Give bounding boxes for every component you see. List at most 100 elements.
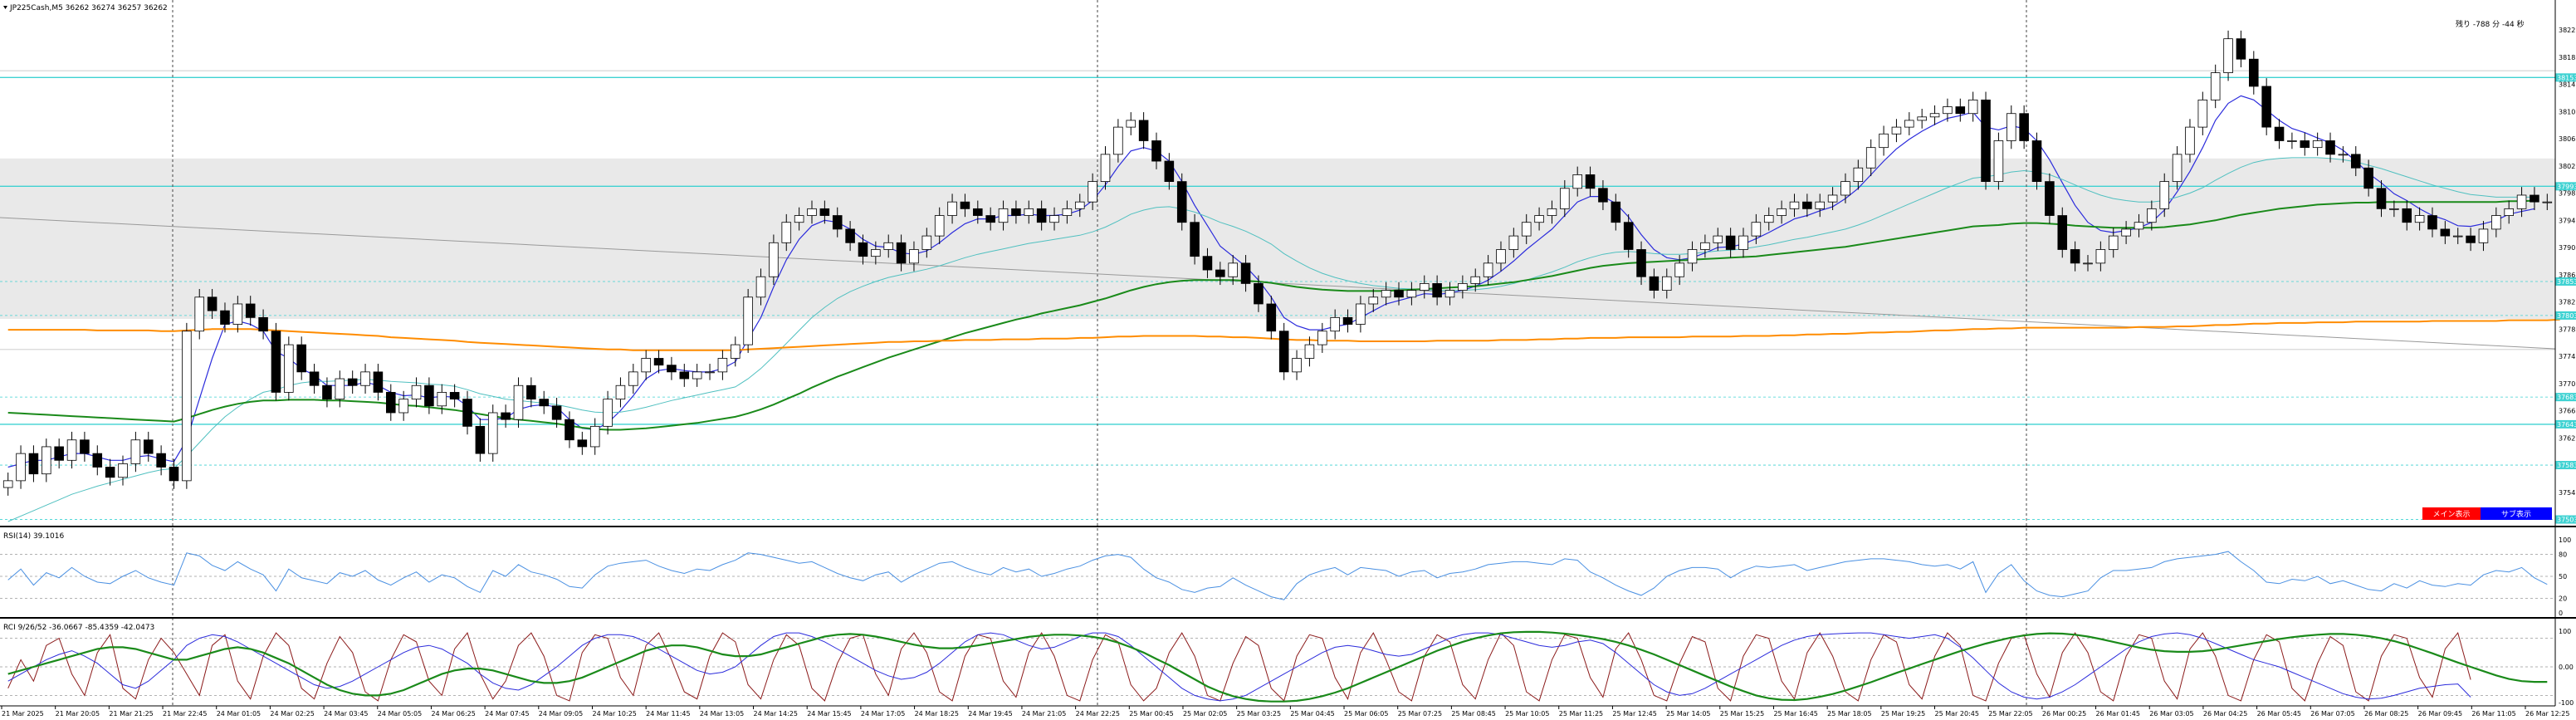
candle-body bbox=[424, 384, 434, 407]
collapse-triangle-icon[interactable] bbox=[3, 6, 7, 9]
time-tick-label: 24 Mar 19:45 bbox=[968, 710, 1012, 718]
symbol-info: JP225Cash,M5 36262 36274 36257 36262 bbox=[9, 4, 168, 12]
rci-panel[interactable]: 100 0.00 -100 RCI 9/26/52 -36.0667 -85.435… bbox=[0, 624, 2574, 707]
candle-body bbox=[526, 384, 536, 400]
time-tick-label: 25 Mar 14:05 bbox=[1666, 710, 1710, 718]
time-tick-label: 24 Mar 06:25 bbox=[431, 710, 475, 718]
level-tag bbox=[2555, 515, 2576, 524]
candle-body bbox=[398, 399, 408, 414]
rci-tick-label: 0.00 bbox=[2559, 664, 2574, 671]
candle-body bbox=[42, 446, 51, 475]
candle-body bbox=[487, 412, 498, 454]
candle-body bbox=[2414, 215, 2425, 223]
candle-body bbox=[653, 358, 664, 366]
candle-body bbox=[934, 215, 945, 237]
level-tag-label: 37643 bbox=[2557, 421, 2576, 429]
candle-body bbox=[2325, 140, 2335, 155]
candle-body bbox=[1304, 344, 1315, 359]
candle-body bbox=[2210, 72, 2221, 100]
time-tick-label: 24 Mar 05:05 bbox=[378, 710, 422, 718]
time-tick-label: 24 Mar 09:05 bbox=[539, 710, 583, 718]
candle-body bbox=[921, 235, 932, 250]
rsi-tick-label: 0 bbox=[2559, 610, 2563, 617]
candle-body bbox=[883, 242, 893, 250]
candle-body bbox=[1827, 194, 1838, 203]
candle-body bbox=[16, 453, 26, 482]
candles bbox=[2, 30, 2553, 496]
candle-body bbox=[1547, 208, 1557, 216]
candle-body bbox=[2147, 208, 2157, 223]
candle-body bbox=[1687, 249, 1698, 264]
candle-body bbox=[1394, 290, 1404, 298]
candle-body bbox=[692, 371, 702, 380]
candle-body bbox=[743, 296, 753, 345]
level-tag bbox=[2555, 461, 2576, 470]
candle-body bbox=[1943, 106, 1953, 115]
candle-body bbox=[1176, 181, 1187, 223]
candle-body bbox=[1802, 201, 1812, 209]
rsi-axis: 100 80 50 20 0 bbox=[2559, 536, 2571, 617]
candle-body bbox=[54, 446, 64, 461]
candle-body bbox=[2542, 201, 2553, 203]
candle-body bbox=[105, 467, 115, 478]
candle-body bbox=[1904, 120, 1914, 128]
candle-body bbox=[2006, 113, 2016, 141]
candle-body bbox=[1381, 290, 1391, 298]
level-tags: 38153 37993 37853 37803 37683 37643 37583 37503 bbox=[2555, 73, 2576, 524]
time-tick-label: 24 Mar 14:25 bbox=[754, 710, 798, 718]
candle-body bbox=[1674, 262, 1684, 277]
candle-body bbox=[2057, 215, 2068, 250]
candle-body bbox=[1254, 283, 1264, 305]
time-tick-label: 24 Mar 13:05 bbox=[700, 710, 744, 718]
candle-body bbox=[1521, 222, 1532, 237]
candle-body bbox=[130, 439, 141, 464]
candle-body bbox=[2338, 154, 2349, 156]
rsi-panel[interactable]: 100 80 50 20 0 RSI(14) 39.1016 bbox=[0, 532, 2571, 617]
rci-short-line bbox=[7, 632, 2471, 702]
candle-body bbox=[2274, 126, 2285, 141]
candle-body bbox=[1840, 181, 1850, 196]
candle-body bbox=[2452, 235, 2463, 238]
candle-body bbox=[2172, 154, 2183, 183]
candle-body bbox=[2312, 140, 2323, 149]
candle-body bbox=[628, 371, 638, 386]
rci-long-line bbox=[7, 630, 2548, 703]
candle-body bbox=[271, 331, 281, 393]
candle-body bbox=[1202, 256, 1213, 271]
candle-body bbox=[1049, 215, 1059, 223]
rci-tick-label: 100 bbox=[2559, 628, 2571, 635]
candle-body bbox=[1967, 99, 1978, 115]
candle-body bbox=[2223, 38, 2233, 73]
candle-body bbox=[2402, 208, 2412, 223]
candle-body bbox=[755, 276, 766, 298]
candle-body bbox=[437, 392, 447, 407]
candle-body bbox=[2045, 181, 2055, 216]
time-tick-label: 24 Mar 21:05 bbox=[1022, 710, 1066, 718]
time-tick-label: 24 Mar 02:25 bbox=[270, 710, 314, 718]
candle-body bbox=[1496, 249, 1506, 264]
sub-view-button[interactable] bbox=[2481, 507, 2552, 520]
time-tick-label: 24 Mar 01:05 bbox=[217, 710, 261, 718]
rci-lines bbox=[7, 630, 2548, 703]
time-tick-label: 26 Mar 04:25 bbox=[2203, 710, 2247, 718]
main-view-button[interactable] bbox=[2422, 507, 2481, 520]
candle-body bbox=[730, 344, 741, 359]
time-tick-label: 24 Mar 10:25 bbox=[592, 710, 636, 718]
rci-title: RCI 9/26/52 -36.0667 -85.4359 -42.0473 bbox=[3, 624, 154, 632]
level-tag-label: 37583 bbox=[2557, 462, 2576, 469]
time-tick-label: 24 Mar 15:45 bbox=[807, 710, 851, 718]
candle-body bbox=[1444, 290, 1455, 298]
time-tick-label: 25 Mar 11:25 bbox=[1559, 710, 1603, 718]
candle-body bbox=[1623, 222, 1634, 250]
candle-body bbox=[769, 242, 779, 277]
candle-body bbox=[1929, 113, 1940, 118]
candle-body bbox=[28, 453, 39, 475]
candle-body bbox=[2185, 126, 2195, 155]
candle-body bbox=[1330, 316, 1340, 332]
time-tick-label: 21 Mar 20:05 bbox=[56, 710, 100, 718]
